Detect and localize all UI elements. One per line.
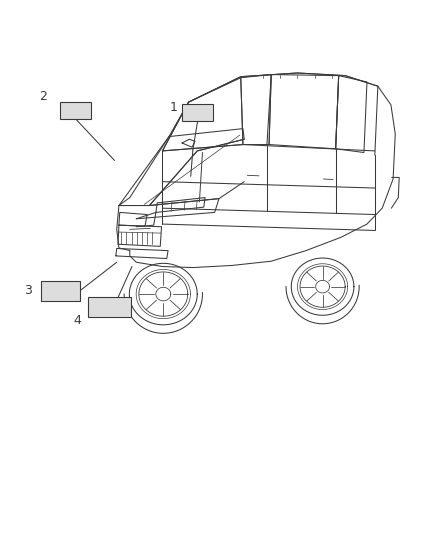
Text: 3: 3 <box>25 284 32 297</box>
Bar <box>88 297 131 317</box>
Text: 2: 2 <box>39 90 47 103</box>
Bar <box>182 104 213 120</box>
Bar <box>60 102 92 119</box>
Bar <box>41 281 80 301</box>
Text: 1: 1 <box>170 101 177 114</box>
Text: 4: 4 <box>74 314 81 327</box>
